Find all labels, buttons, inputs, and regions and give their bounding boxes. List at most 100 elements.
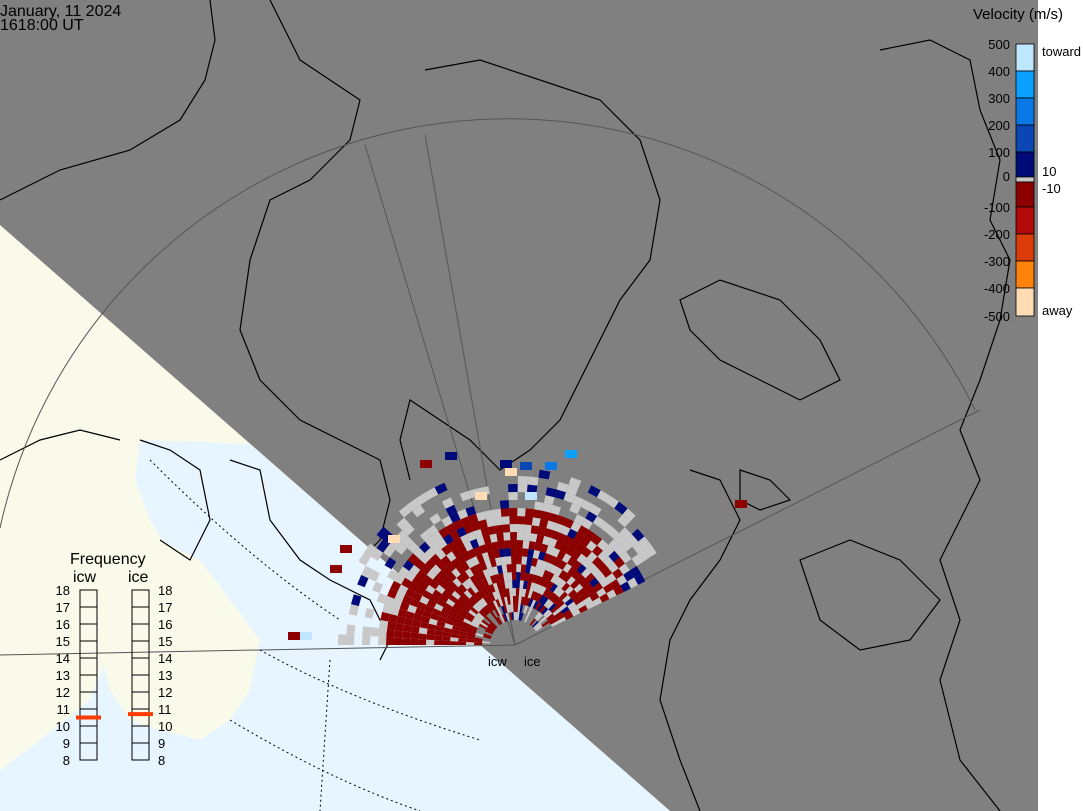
velocity-cell [544, 611, 553, 619]
velocity-cell [517, 524, 525, 533]
velocity-cell [566, 484, 579, 496]
velocity-cell [605, 573, 617, 584]
velocity-cell [536, 584, 543, 594]
velocity-cell [464, 601, 473, 610]
velocity-cell [638, 536, 651, 550]
velocity-cell [614, 501, 628, 515]
velocity-cell [539, 586, 547, 596]
velocity-cell [532, 620, 539, 628]
velocity-cell [522, 548, 529, 557]
velocity-cell [501, 516, 510, 525]
velocity-cell [455, 599, 465, 608]
velocity-cell [460, 561, 470, 572]
velocity-cell [506, 596, 511, 605]
velocity-cell [520, 564, 527, 573]
velocity-cell [529, 618, 536, 626]
velocity-cell [456, 554, 466, 565]
velocity-cell [509, 508, 518, 517]
frequency-tick-ice: 13 [158, 668, 172, 683]
velocity-cell [480, 608, 489, 616]
velocity-cell [509, 596, 514, 605]
velocity-cell [502, 524, 511, 533]
velocity-cell [464, 615, 474, 622]
velocity-cell [441, 544, 452, 556]
velocity-cell [499, 500, 509, 509]
velocity-cell [599, 593, 610, 603]
coastlines [0, 0, 1011, 811]
velocity-cell [546, 581, 555, 591]
velocity-cell [457, 508, 469, 520]
velocity-cell [330, 565, 342, 573]
velocity-cell [450, 633, 459, 639]
velocity-cell [442, 589, 452, 599]
velocity-cell [451, 547, 462, 558]
velocity-cell [471, 619, 480, 626]
velocity-cell [539, 577, 547, 587]
velocity-cell [537, 526, 547, 536]
velocity-cell [487, 550, 495, 560]
velocity-cell [510, 532, 517, 541]
velocity-cell [495, 524, 504, 534]
velocity-cell [569, 605, 579, 613]
velocity-cell [448, 581, 459, 591]
velocity-cell [457, 611, 467, 619]
velocity-cell [467, 548, 477, 559]
velocity-cell [592, 597, 603, 606]
velocity-cell [576, 600, 586, 610]
velocity-cell [435, 584, 446, 594]
velocity-cell [418, 580, 429, 591]
velocity-cell [441, 497, 454, 509]
velocity-cell [542, 535, 551, 546]
velocity-cell [476, 511, 486, 522]
frequency-tick-icw: 16 [56, 617, 70, 632]
radar-label-icw: icw [488, 654, 507, 669]
velocity-cell [467, 587, 476, 596]
velocity-cell [457, 544, 468, 555]
velocity-cell [445, 452, 457, 460]
velocity-cell [456, 526, 467, 538]
velocity-cell [589, 577, 600, 588]
velocity-cell [454, 618, 464, 625]
velocity-cell [527, 589, 534, 599]
velocity-cell [597, 550, 609, 562]
velocity-cell [479, 544, 488, 554]
velocity-cell [512, 588, 516, 596]
velocity-cell [548, 537, 558, 548]
velocity-cell [554, 567, 563, 577]
velocity-cell [439, 580, 449, 590]
velocity-cell [527, 607, 533, 616]
velocity-cell [571, 549, 582, 561]
velocity-cell [451, 629, 460, 635]
frequency-marker-icw [76, 715, 101, 720]
velocity-cell [570, 579, 580, 590]
velocity-cell [571, 570, 582, 580]
velocity-cell [456, 564, 466, 575]
velocity-cell [418, 639, 427, 645]
velocity-cell [512, 580, 517, 589]
velocity-cell [551, 594, 560, 604]
velocity-cell [580, 499, 594, 512]
velocity-cell [492, 582, 499, 592]
velocity-cell [516, 556, 522, 565]
velocity-cell [585, 511, 598, 523]
velocity-cell [556, 600, 565, 609]
velocity-cell [434, 603, 444, 612]
velocity-cell [548, 592, 557, 601]
velocity-cell [422, 610, 432, 619]
velocity-cell [507, 572, 513, 581]
velocity-cell [478, 623, 487, 630]
velocity-cell [362, 626, 372, 637]
velocity-cell [492, 600, 499, 609]
velocity-cell [550, 530, 561, 541]
velocity-cell [408, 581, 419, 592]
velocity-cell [581, 518, 593, 530]
velocity-cell [425, 558, 436, 570]
velocity-cell [399, 601, 410, 611]
velocity-cell [549, 564, 559, 575]
velocity-cell [504, 580, 509, 589]
velocity-cell [473, 572, 482, 583]
velocity-cell [435, 549, 447, 560]
velocity-cell [424, 547, 436, 559]
velocity-cell [562, 573, 572, 583]
velocity-cell [521, 588, 527, 597]
